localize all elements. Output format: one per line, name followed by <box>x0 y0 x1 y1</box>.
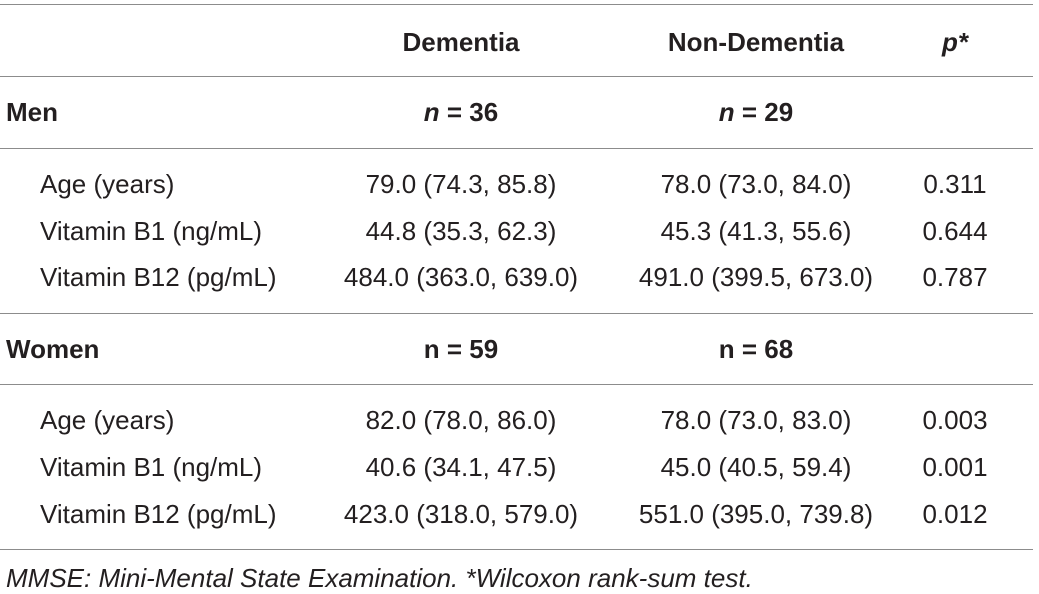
p-value: 0.787 <box>922 262 988 292</box>
section-label-men: Men <box>6 97 58 127</box>
women-section-rule <box>0 384 1033 385</box>
header-dementia: Dementia <box>402 27 520 57</box>
n-symbol: n <box>718 97 735 127</box>
p-value: 0.012 <box>922 499 988 529</box>
women-n-dementia: n = 59 <box>423 334 499 364</box>
dementia-value: 423.0 (318.0, 579.0) <box>343 499 579 529</box>
non-dementia-value: 551.0 (395.0, 739.8) <box>638 499 874 529</box>
men-section-rule <box>0 148 1033 149</box>
women-n-non-dementia: n = 68 <box>718 334 794 364</box>
dementia-value: 44.8 (35.3, 62.3) <box>365 216 557 246</box>
non-dementia-value: 45.3 (41.3, 55.6) <box>660 216 852 246</box>
n-value: = 36 <box>446 97 499 127</box>
dementia-value: 40.6 (34.1, 47.5) <box>365 452 557 482</box>
header-p-value: p* <box>942 27 968 57</box>
p-value: 0.001 <box>922 452 988 482</box>
header-rule <box>0 76 1033 77</box>
header-non-dementia: Non-Dementia <box>667 27 845 57</box>
men-n-non-dementia: n = 29 <box>719 97 793 127</box>
p-value: 0.311 <box>923 169 987 199</box>
men-n-dementia: n = 36 <box>424 97 498 127</box>
p-value: 0.644 <box>922 216 988 246</box>
row-label: Age (years) <box>40 169 175 199</box>
row-label: Vitamin B1 (ng/mL) <box>40 216 263 246</box>
non-dementia-value: 491.0 (399.5, 673.0) <box>638 262 874 292</box>
table-bottom-rule <box>0 549 1033 550</box>
row-label: Vitamin B12 (pg/mL) <box>40 499 277 529</box>
table-footnote: MMSE: Mini-Mental State Examination. *Wi… <box>6 563 753 593</box>
section-label-women: Women <box>6 334 100 364</box>
p-value: 0.003 <box>922 405 988 435</box>
dementia-value: 82.0 (78.0, 86.0) <box>365 405 557 435</box>
table-top-rule <box>0 4 1033 5</box>
non-dementia-value: 45.0 (40.5, 59.4) <box>660 452 852 482</box>
n-value: = 29 <box>741 97 794 127</box>
section-divider-rule <box>0 313 1033 314</box>
row-label: Vitamin B1 (ng/mL) <box>40 452 263 482</box>
n-symbol: n <box>423 97 440 127</box>
row-label: Vitamin B12 (pg/mL) <box>40 262 277 292</box>
non-dementia-value: 78.0 (73.0, 84.0) <box>660 169 852 199</box>
non-dementia-value: 78.0 (73.0, 83.0) <box>660 405 852 435</box>
row-label: Age (years) <box>40 405 175 435</box>
dementia-value: 484.0 (363.0, 639.0) <box>343 262 579 292</box>
dementia-value: 79.0 (74.3, 85.8) <box>365 169 557 199</box>
